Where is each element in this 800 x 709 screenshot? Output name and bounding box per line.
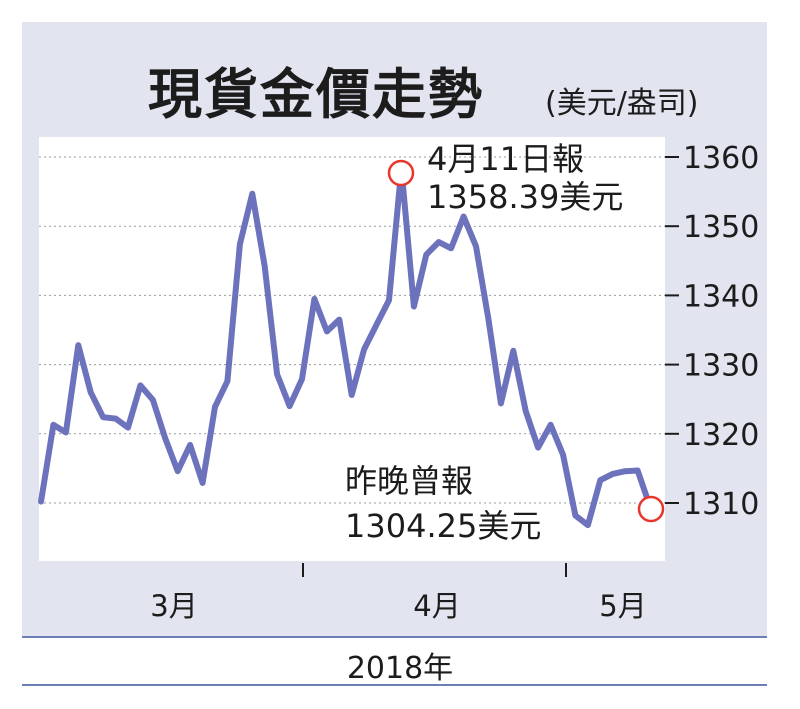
y-tick-label: 1350 [683,210,759,245]
unit-label: (美元/盎司) [545,86,699,121]
x-tick-label: 5月 [599,589,646,623]
x-tick-label: 3月 [150,589,197,623]
price-series-line [38,165,653,529]
chart-title: 現貨金價走勢 [148,62,484,126]
plot-area [39,137,665,561]
last-annotation-line2: 1304.25美元 [345,507,542,545]
high-annotation-line1: 4月11日報 [427,140,585,178]
y-tick-label: 1310 [683,487,759,522]
y-tick-label: 1320 [683,418,759,453]
y-tick-label: 1360 [683,141,759,176]
bottom-rule [22,684,767,686]
top-rule [22,636,767,638]
y-tick-label: 1340 [683,279,759,314]
high-annotation-line2: 1358.39美元 [427,178,624,216]
x-tick-label: 4月 [413,589,460,623]
high-point-marker [387,159,415,187]
year-label: 2018年 [346,651,454,686]
last-point-marker [637,495,665,523]
y-tick-label: 1330 [683,349,759,384]
last-annotation-line1: 昨晚曾報 [345,462,474,500]
